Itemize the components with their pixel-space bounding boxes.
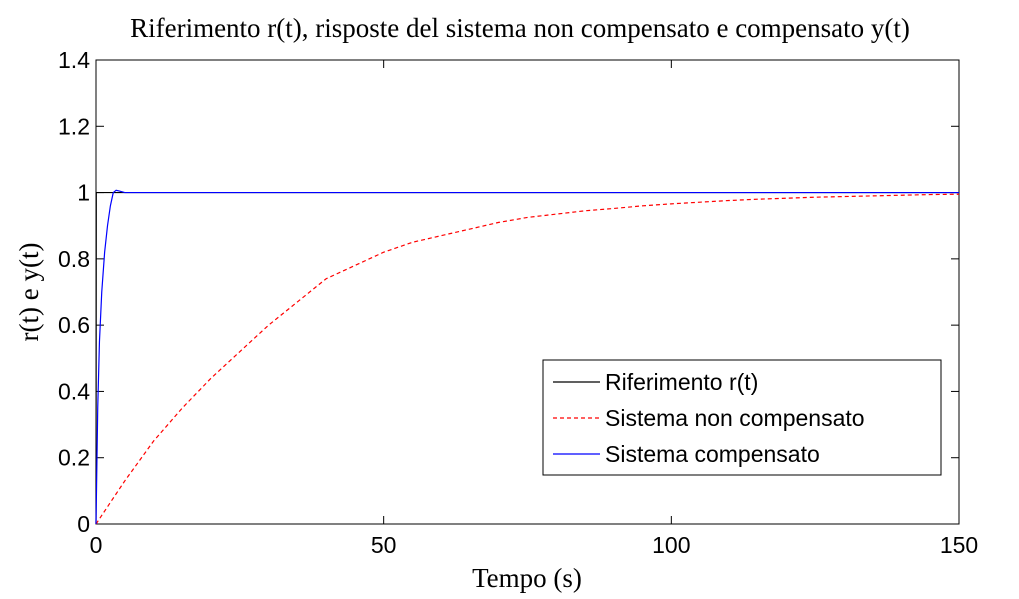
x-tick-label: 100 [652,532,690,558]
x-tick-label: 50 [371,532,397,558]
y-tick-label: 1.2 [58,113,90,139]
y-tick-label: 0.6 [58,312,90,338]
y-tick-label: 1 [77,180,90,206]
y-tick-label: 1.4 [58,47,90,73]
legend-label-riferimento-r-t: Riferimento r(t) [605,369,758,395]
y-tick-label: 0.4 [58,378,90,404]
legend-label-sistema-non-compensato: Sistema non compensato [605,405,865,431]
series-lines [95,189,960,525]
y-tick-label: 0 [77,511,90,537]
legend-items: Riferimento r(t) Sistema non compensato Si… [553,369,865,467]
y-axis-label: r(t) e y(t) [14,243,44,342]
legend-box [542,359,942,476]
legend-label-sistema-compensato: Sistema compensato [605,441,820,467]
y-tick-label: 0.2 [58,445,90,471]
chart-title: Riferimento r(t), risposte del sistema n… [130,13,910,43]
series-line-sistema-compensato [95,189,959,525]
series-line-sistema-non-compensato [95,193,960,525]
plot-area: 0 50 100 150 0 0.2 0.4 0.6 0.8 1 1.2 1.4 [58,47,978,558]
x-tick-label: 0 [90,532,103,558]
legend: Riferimento r(t) Sistema non compensato Si… [542,359,942,476]
y-tick-label: 0.8 [58,246,90,272]
x-axis-label: Tempo (s) [472,563,582,593]
tick-labels: 0 50 100 150 0 0.2 0.4 0.6 0.8 1 1.2 1.4 [58,47,978,558]
x-tick-label: 150 [940,532,978,558]
